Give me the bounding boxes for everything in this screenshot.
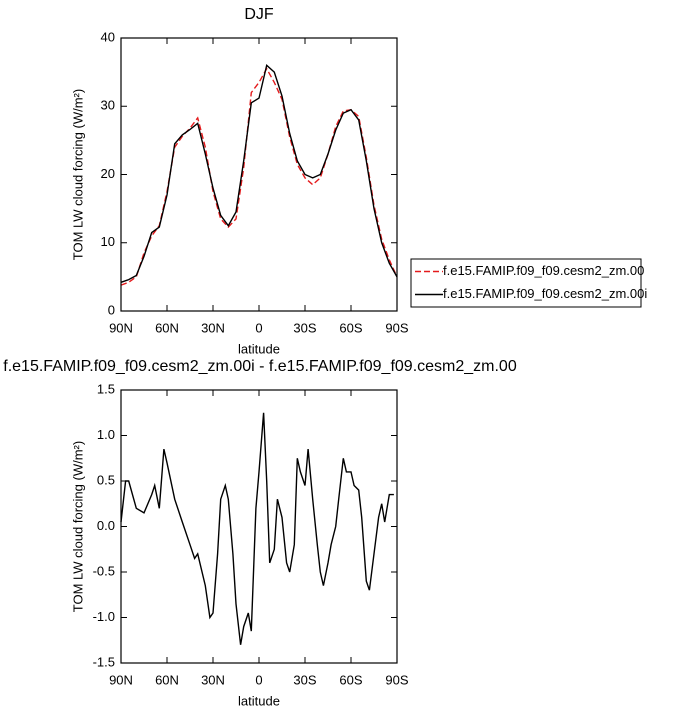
legend-box [410, 258, 642, 308]
data-line [120, 412, 394, 645]
plot-frame [120, 389, 398, 664]
y-tick-label: -1.5 [93, 654, 115, 669]
y-tick-label: 10 [101, 234, 115, 249]
chart-title: f.e15.FAMIP.f09_f09.cesm2_zm.00i - f.e15… [3, 358, 517, 375]
y-axis-label: TOM LW cloud forcing (W/m²) [70, 441, 85, 612]
x-axis-label: latitude [238, 341, 280, 356]
x-tick-label: 30S [293, 672, 316, 687]
y-tick-label: 30 [101, 98, 115, 113]
x-tick-label: 0 [255, 672, 262, 687]
legend-label: f.e15.FAMIP.f09_f09.cesm2_zm.00 [443, 263, 644, 278]
chart-title: DJF [244, 6, 274, 23]
y-tick-label: 20 [101, 166, 115, 181]
x-axis-label: latitude [238, 693, 280, 708]
x-tick-label: 60N [155, 672, 179, 687]
x-tick-label: 90N [109, 320, 133, 335]
y-tick-label: 0.0 [97, 518, 115, 533]
x-tick-label: 30N [201, 672, 225, 687]
x-tick-label: 90S [385, 672, 408, 687]
y-tick-label: -1.0 [93, 609, 115, 624]
y-tick-label: 40 [101, 29, 115, 44]
y-tick-label: 0.5 [97, 472, 115, 487]
y-tick-label: 1.0 [97, 427, 115, 442]
x-tick-label: 0 [255, 320, 262, 335]
y-axis-label: TOM LW cloud forcing (W/m²) [70, 89, 85, 260]
y-tick-label: 0 [108, 302, 115, 317]
legend-label: f.e15.FAMIP.f09_f09.cesm2_zm.00i [443, 286, 647, 301]
data-line [120, 67, 398, 286]
x-tick-label: 60N [155, 320, 179, 335]
x-tick-label: 90N [109, 672, 133, 687]
x-tick-label: 60S [339, 320, 362, 335]
data-line [120, 63, 398, 283]
y-tick-label: 1.5 [97, 381, 115, 396]
y-tick-label: -0.5 [93, 563, 115, 578]
x-tick-label: 90S [385, 320, 408, 335]
x-tick-label: 60S [339, 672, 362, 687]
x-tick-label: 30S [293, 320, 316, 335]
x-tick-label: 30N [201, 320, 225, 335]
plot-frame [120, 37, 398, 312]
